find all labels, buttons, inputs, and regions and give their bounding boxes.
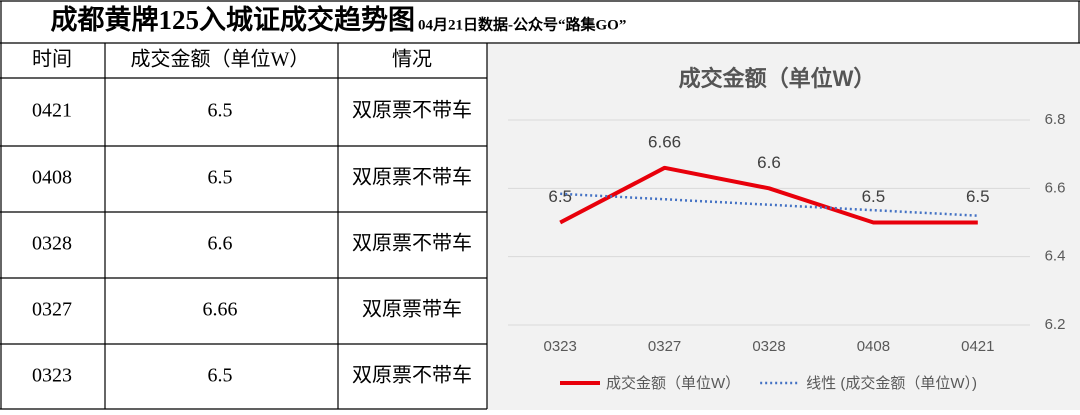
y-tick-label: 6.2 (1045, 316, 1066, 333)
legend-label: 线性 (成交金额（单位W）) (806, 374, 977, 392)
x-tick-label: 0323 (544, 338, 577, 355)
data-label: 6.66 (648, 132, 681, 151)
table-cell: 0323 (32, 365, 72, 387)
table-cell: 0327 (32, 299, 72, 321)
table-cell: 双原票不带车 (352, 166, 472, 189)
table-cell: 双原票带车 (362, 298, 462, 321)
table-cell: 双原票不带车 (352, 99, 472, 122)
page-title: 成都黄牌125入城证成交趋势图 (51, 4, 416, 35)
table-header: 时间 (32, 48, 72, 71)
y-tick-label: 6.6 (1045, 179, 1066, 196)
y-tick-label: 6.8 (1045, 111, 1066, 128)
page-subtitle: 04月21日数据-公众号“路集GO” (418, 15, 626, 33)
x-tick-label: 0327 (648, 338, 681, 355)
table-cell: 双原票不带车 (352, 232, 472, 255)
x-tick-label: 0408 (857, 338, 890, 355)
data-label: 6.5 (966, 187, 990, 206)
table-cell: 6.5 (208, 167, 233, 189)
x-tick-label: 0328 (752, 338, 785, 355)
table-cell: 6.5 (208, 100, 233, 122)
data-label: 6.5 (548, 187, 572, 206)
legend-label: 成交金额（单位W） (606, 374, 740, 392)
data-label: 6.5 (862, 187, 886, 206)
x-tick-label: 0421 (961, 338, 994, 355)
chart-title: 成交金额（单位W） (679, 66, 876, 91)
table-cell: 双原票不带车 (352, 364, 472, 387)
series-line (559, 165, 978, 225)
y-tick-label: 6.4 (1045, 248, 1066, 265)
table-cell: 6.5 (208, 365, 233, 387)
table-cell: 6.6 (208, 233, 233, 255)
chart-area (487, 44, 1080, 410)
table-header: 情况 (392, 48, 432, 71)
data-label: 6.6 (757, 153, 781, 172)
table-cell: 0421 (32, 100, 72, 122)
table-header: 成交金额（单位W） (131, 48, 310, 71)
table-cell: 0408 (32, 167, 72, 189)
table-cell: 0328 (32, 233, 72, 255)
table-cell: 6.66 (203, 299, 238, 321)
